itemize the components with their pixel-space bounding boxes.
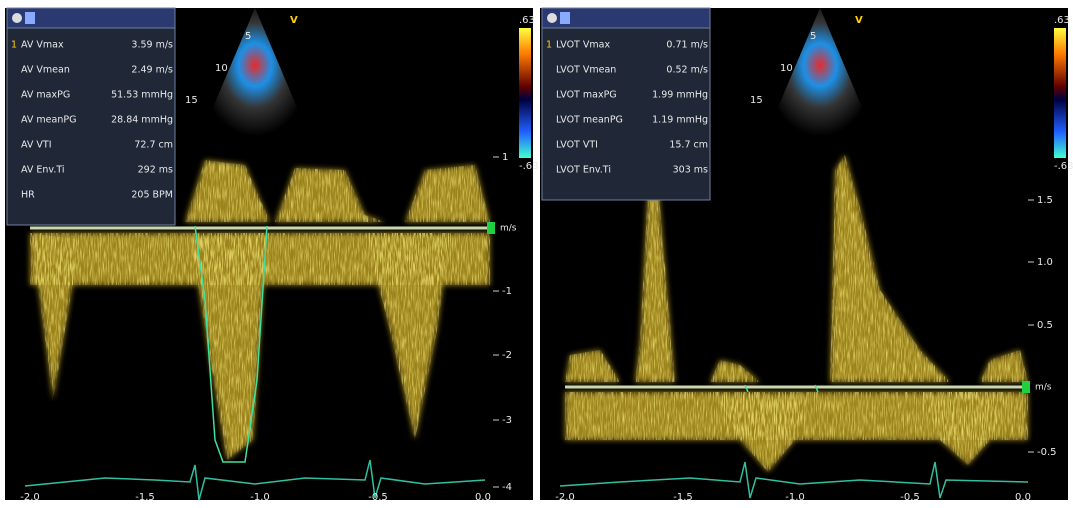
time-axis-label: -1.5 bbox=[673, 492, 693, 503]
velocity-scale-label: -3 bbox=[502, 415, 512, 426]
measurement-label: LVOT maxPG bbox=[556, 90, 617, 101]
colorbar-label: .63 bbox=[1054, 15, 1070, 26]
depth-label: 10 bbox=[215, 63, 228, 74]
doppler-panel: V 5 10 15 .63 -.63 1 -1 -2 -3 -4 m/s -2.0 -1.5 -1.0 -0.… bbox=[5, 8, 539, 503]
measurement-value: 72.7 cm bbox=[134, 140, 173, 151]
header-icon bbox=[547, 13, 557, 23]
velocity-unit: m/s bbox=[500, 224, 517, 234]
measurement-value: 2.49 m/s bbox=[131, 65, 173, 76]
measurement-label: LVOT Vmean bbox=[556, 65, 616, 76]
measurement-value: 51.53 mmHg bbox=[111, 90, 173, 101]
measurement-marker: 1 bbox=[546, 40, 552, 51]
measurement-value: 205 BPM bbox=[131, 190, 173, 201]
measurement-value: 1.99 mmHg bbox=[652, 90, 708, 101]
measurement-label: AV Vmean bbox=[21, 65, 70, 76]
depth-label: 15 bbox=[185, 95, 198, 106]
time-axis-label: -1.0 bbox=[250, 492, 270, 503]
velocity-scale-label: 1.5 bbox=[1037, 195, 1053, 206]
time-axis-label: -0.5 bbox=[368, 492, 388, 503]
time-axis-label: -2.0 bbox=[555, 492, 575, 503]
measurement-label: AV Vmax bbox=[21, 40, 64, 51]
measurement-value: 0.52 m/s bbox=[666, 65, 708, 76]
depth-label: 15 bbox=[750, 95, 763, 106]
depth-label: 5 bbox=[245, 31, 251, 42]
baseline-marker bbox=[487, 222, 495, 234]
time-axis-label: -1.5 bbox=[135, 492, 155, 503]
velocity-scale-label: -2 bbox=[502, 350, 512, 361]
measurement-value: 292 ms bbox=[138, 165, 173, 176]
time-axis-label: 0.0 bbox=[1015, 492, 1031, 503]
time-axis-label: -1.0 bbox=[785, 492, 805, 503]
measurement-label: LVOT Vmax bbox=[556, 40, 610, 51]
velocity-scale-label: 1.0 bbox=[1037, 257, 1053, 268]
baseline-marker bbox=[1022, 381, 1030, 393]
measurement-box: 1 LVOT Vmax 0.71 m/s LVOT Vmean 0.52 m/s LVOT… bbox=[542, 8, 710, 200]
ultrasound-screen: V51015.63-.631-1-2-3-4m/s-2.0-1.5-1.0-0.… bbox=[0, 0, 1073, 508]
measurement-label: AV VTI bbox=[21, 140, 52, 151]
colorbar-label: .63 bbox=[519, 15, 535, 26]
measurement-value: 303 ms bbox=[673, 165, 708, 176]
mode-label: V bbox=[290, 15, 298, 26]
depth-label: 5 bbox=[810, 31, 816, 42]
header-icon bbox=[25, 12, 35, 24]
measurement-value: 3.59 m/s bbox=[131, 40, 173, 51]
color-bar bbox=[1054, 28, 1066, 158]
time-axis-label: -0.5 bbox=[900, 492, 920, 503]
measurement-value: 15.7 cm bbox=[669, 140, 708, 151]
header-icon bbox=[560, 12, 570, 24]
measurement-marker: 1 bbox=[11, 40, 17, 51]
doppler-panel: V 5 10 15 .63 -.63 1.5 1.0 0.5 -0.5 m/s -2.0 -1.5 -1.… bbox=[540, 8, 1073, 503]
velocity-unit: m/s bbox=[1035, 383, 1052, 393]
measurement-label: AV meanPG bbox=[21, 115, 76, 126]
velocity-scale-label: -0.5 bbox=[1037, 447, 1057, 458]
time-axis-label: -2.0 bbox=[20, 492, 40, 503]
measurement-label: LVOT VTI bbox=[556, 140, 598, 151]
measurement-value: 0.71 m/s bbox=[666, 40, 708, 51]
colorbar-label: -.63 bbox=[1054, 161, 1073, 172]
measurement-box: 1 AV Vmax 3.59 m/s AV Vmean 2.49 m/s AV maxPG… bbox=[7, 8, 175, 225]
measurement-label: HR bbox=[21, 190, 35, 201]
velocity-scale-label: -1 bbox=[502, 286, 512, 297]
velocity-scale-label: -4 bbox=[502, 482, 512, 493]
measurement-label: LVOT Env.Ti bbox=[556, 165, 611, 176]
depth-label: 10 bbox=[780, 63, 793, 74]
header-icon bbox=[12, 13, 22, 23]
time-axis-label: 0.0 bbox=[475, 492, 491, 503]
measurement-label: AV Env.Ti bbox=[21, 165, 65, 176]
color-bar bbox=[519, 28, 531, 158]
measurement-label: LVOT meanPG bbox=[556, 115, 623, 126]
velocity-scale-label: 0.5 bbox=[1037, 320, 1053, 331]
mode-label: V bbox=[855, 15, 863, 26]
velocity-scale-label: 1 bbox=[502, 152, 508, 163]
measurement-value: 1.19 mmHg bbox=[652, 115, 708, 126]
measurement-value: 28.84 mmHg bbox=[111, 115, 173, 126]
colorbar-label: -.63 bbox=[519, 161, 539, 172]
measurement-label: AV maxPG bbox=[21, 90, 70, 101]
